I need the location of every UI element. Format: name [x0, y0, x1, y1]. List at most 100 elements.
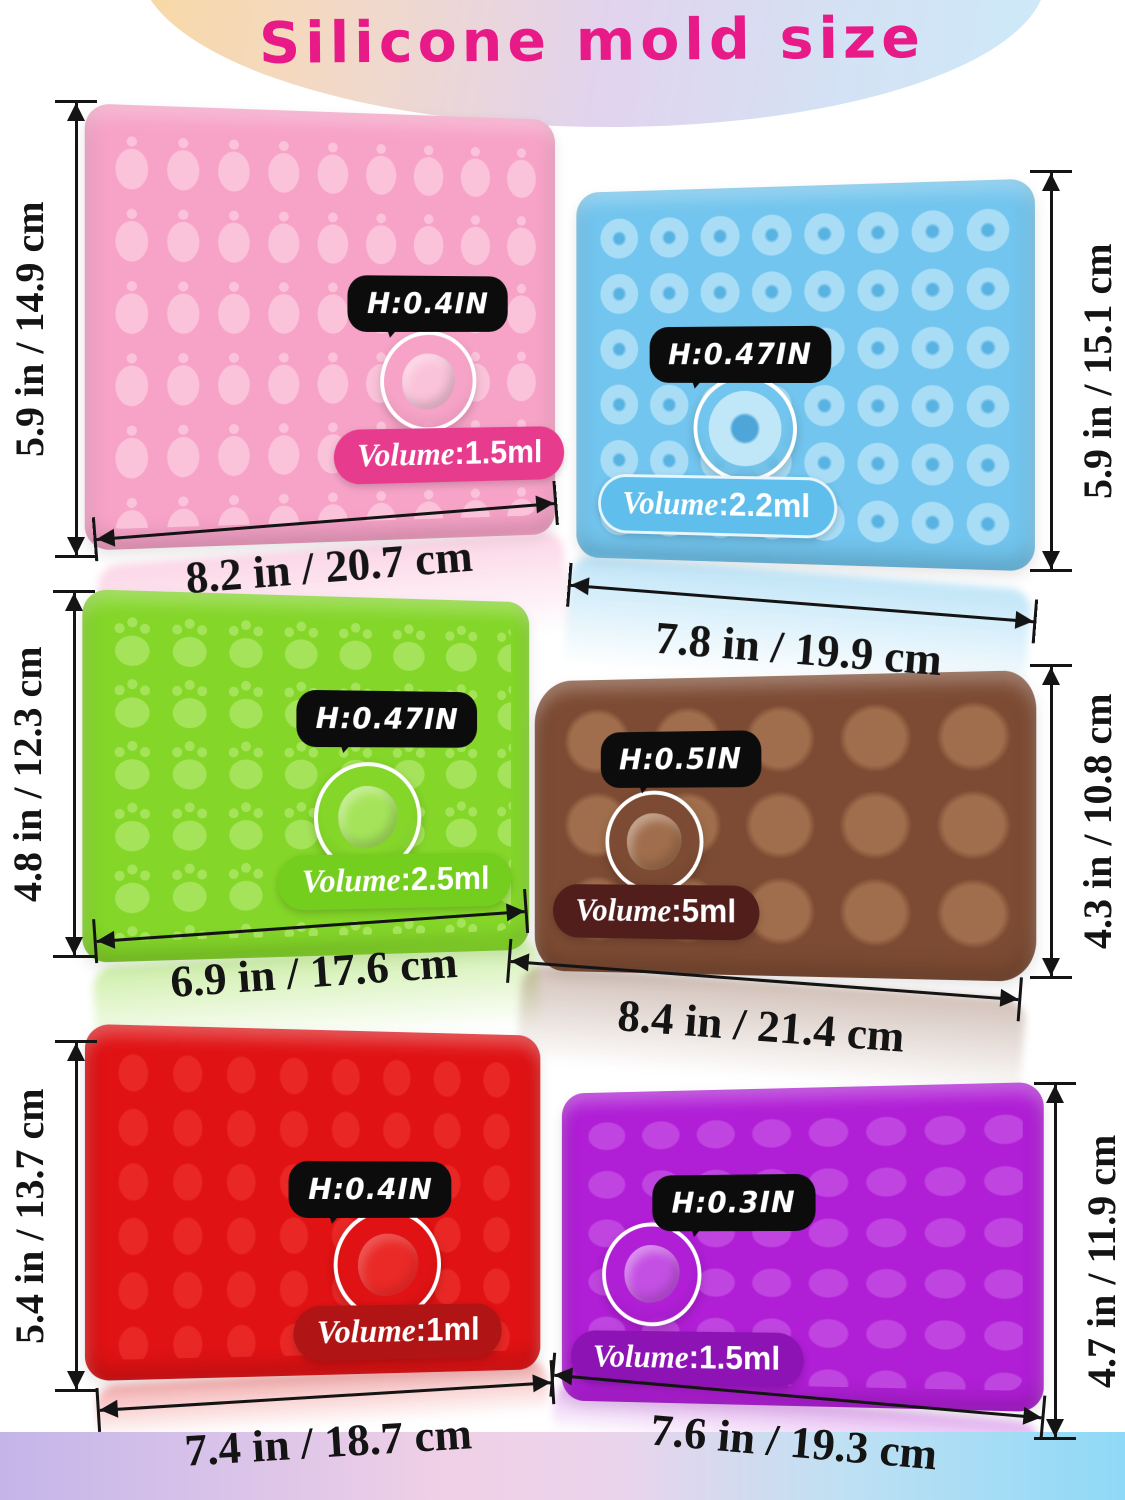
- arrowhead-up-icon: [1046, 1085, 1064, 1103]
- volume-word: Volume: [316, 1313, 416, 1352]
- height-dimension-blue: 5.9 in / 15.1 cm: [1030, 170, 1121, 572]
- volume-word: Volume: [622, 485, 719, 524]
- arrowhead-down-icon: [65, 937, 83, 955]
- arrowhead-left-icon: [95, 528, 116, 549]
- arrowhead-right-icon: [532, 1373, 552, 1393]
- volume-badge: Volume:2.2ml: [597, 473, 837, 540]
- arrowhead-right-icon: [1014, 610, 1035, 631]
- height-dimension-label: 5.4 in / 13.7 cm: [7, 1088, 52, 1344]
- mold-purple-dinosaur: H:0.3IN Volume:1.5ml: [561, 1081, 1044, 1413]
- end-tick: [55, 1389, 97, 1392]
- height-value: H:0.47IN: [668, 336, 813, 371]
- end-tick: [1030, 569, 1072, 572]
- volume-word: Volume: [356, 436, 455, 475]
- height-value: H:0.47IN: [315, 700, 459, 736]
- vertical-dimension-arrow: [1030, 664, 1072, 979]
- arrowhead-up-icon: [67, 103, 85, 121]
- volume-value: :1ml: [415, 1310, 480, 1348]
- arrowhead-right-icon: [1022, 1406, 1043, 1427]
- height-value: H:0.5IN: [619, 741, 742, 777]
- end-tick: [55, 555, 97, 558]
- vertical-dimension-arrow: [55, 1040, 97, 1392]
- arrowhead-up-icon: [1042, 667, 1060, 685]
- end-tick: [1031, 599, 1039, 644]
- height-dimension-label: 4.8 in / 12.3 cm: [5, 646, 50, 902]
- mold-pink-fruit: H:0.4IN Volume:1.5ml: [84, 103, 564, 551]
- footer-gradient-band: [0, 1432, 1125, 1500]
- arrowhead-left-icon: [510, 952, 530, 972]
- vertical-dimension-arrow: [1030, 170, 1072, 572]
- volume-badge: Volume:5ml: [553, 883, 760, 941]
- mold-blue-donut: H:0.47IN Volume:2.2ml: [576, 178, 1035, 572]
- end-tick: [53, 590, 95, 593]
- arrow-line: [74, 103, 78, 555]
- volume-value: :2.2ml: [718, 485, 811, 525]
- volume-value: :1.5ml: [454, 433, 543, 472]
- mold-brown-animal: H:0.5IN Volume:5ml: [534, 670, 1037, 982]
- height-value: H:0.4IN: [367, 286, 489, 321]
- arrowhead-right-icon: [999, 988, 1019, 1009]
- title-banner: Silicone mold size: [138, 0, 1046, 127]
- end-tick: [1030, 976, 1072, 979]
- height-callout-bubble: H:0.4IN: [288, 1160, 452, 1219]
- volume-word: Volume: [301, 862, 401, 901]
- volume-value: :2.5ml: [400, 859, 490, 898]
- height-callout-bubble: H:0.4IN: [347, 275, 508, 333]
- arrowhead-right-icon: [535, 494, 555, 514]
- height-callout-bubble: H:0.47IN: [649, 325, 832, 383]
- arrowhead-right-icon: [506, 902, 526, 922]
- arrowhead-down-icon: [1042, 958, 1060, 976]
- arrowhead-left-icon: [553, 1365, 573, 1386]
- height-dimension-label: 5.9 in / 14.9 cm: [7, 201, 52, 457]
- arrowhead-up-icon: [1042, 173, 1060, 191]
- arrowhead-down-icon: [67, 537, 85, 555]
- end-tick: [1030, 664, 1072, 667]
- arrowhead-up-icon: [65, 593, 83, 611]
- height-dimension-purple: 4.7 in / 11.9 cm: [1034, 1082, 1125, 1440]
- height-callout-bubble: H:0.47IN: [296, 689, 478, 748]
- arrowhead-left-icon: [99, 1399, 119, 1419]
- width-dimension-blue: 7.8 in / 19.9 cm: [562, 562, 1039, 694]
- height-callout-bubble: H:0.5IN: [600, 730, 762, 789]
- volume-badge: Volume:1.5ml: [333, 426, 564, 486]
- arrowhead-down-icon: [67, 1371, 85, 1389]
- arrow-line: [1049, 667, 1053, 976]
- end-tick: [1016, 977, 1023, 1022]
- height-callout-bubble: H:0.3IN: [652, 1173, 816, 1232]
- page-title: Silicone mold size: [258, 5, 926, 77]
- arrow-line: [74, 1043, 78, 1389]
- end-tick: [1034, 1082, 1076, 1085]
- mold-red-gummy-bear: H:0.4IN Volume:1ml: [84, 1023, 541, 1382]
- height-value: H:0.4IN: [308, 1172, 433, 1207]
- arrowhead-left-icon: [96, 930, 116, 951]
- end-tick: [1030, 170, 1072, 173]
- end-tick: [552, 480, 559, 526]
- height-dimension-red: 5.4 in / 13.7 cm: [6, 1040, 97, 1392]
- end-tick: [55, 1040, 97, 1043]
- height-dimension-label: 4.7 in / 11.9 cm: [1079, 1134, 1124, 1388]
- vertical-dimension-arrow: [53, 590, 95, 958]
- volume-word: Volume: [575, 892, 672, 930]
- arrowhead-left-icon: [570, 575, 590, 596]
- height-dimension-brown: 4.3 in / 10.8 cm: [1030, 664, 1121, 979]
- arrow-line: [1049, 173, 1053, 569]
- arrow-line: [1053, 1085, 1057, 1437]
- height-value: H:0.3IN: [671, 1184, 796, 1220]
- cavity-closeup-monkey: [605, 790, 704, 894]
- end-tick: [55, 100, 97, 103]
- cavity-closeup-donut: [693, 375, 797, 483]
- height-dimension-label: 5.9 in / 15.1 cm: [1075, 243, 1120, 499]
- vertical-dimension-arrow: [55, 100, 97, 558]
- arrowhead-up-icon: [67, 1043, 85, 1061]
- arrowhead-down-icon: [1046, 1419, 1064, 1437]
- arrow-line: [72, 593, 76, 955]
- vertical-dimension-arrow: [1034, 1082, 1076, 1440]
- height-dimension-pink: 5.9 in / 14.9 cm: [6, 100, 97, 558]
- end-tick: [53, 955, 95, 958]
- arrowhead-down-icon: [1042, 551, 1060, 569]
- height-dimension-green: 4.8 in / 12.3 cm: [4, 590, 95, 958]
- end-tick: [1034, 1437, 1076, 1440]
- volume-badge: Volume:1ml: [293, 1303, 502, 1362]
- volume-value: :5ml: [671, 891, 737, 930]
